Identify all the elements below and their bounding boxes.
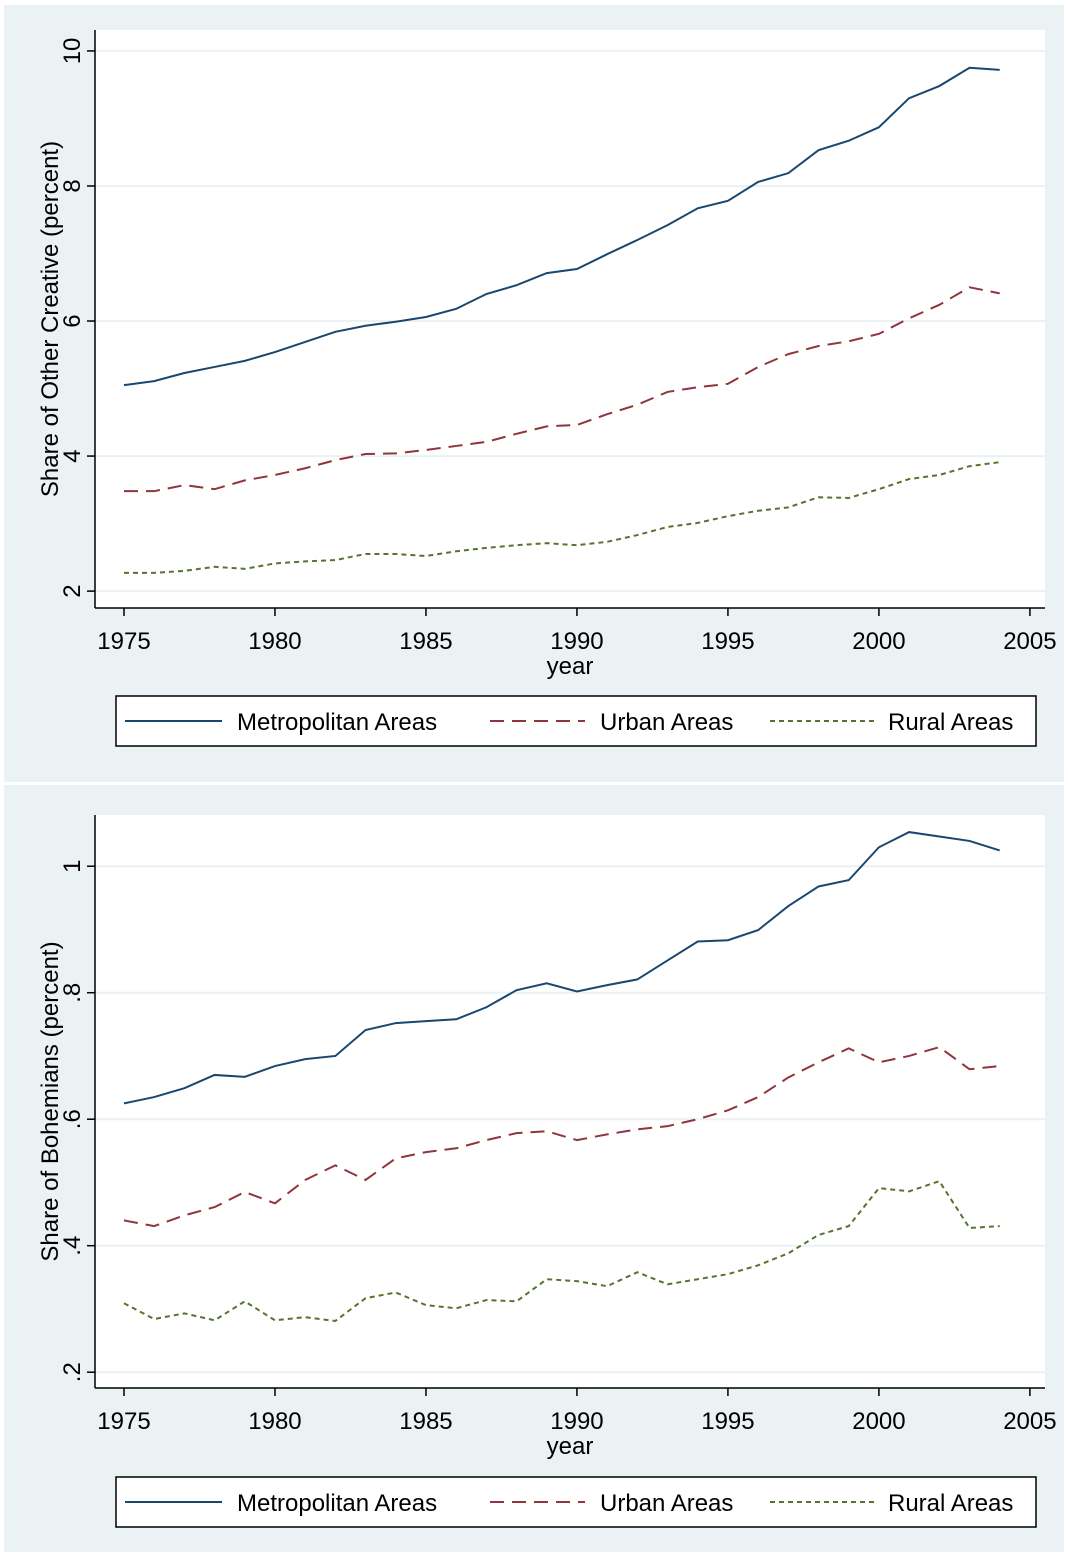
legend-box <box>115 695 1037 747</box>
x-axis-label: year <box>547 1433 594 1460</box>
x-tick-label: 1980 <box>248 628 301 655</box>
y-tick-label: 1 <box>59 860 86 873</box>
x-tick-label: 2005 <box>1003 628 1056 655</box>
x-tick-label: 1975 <box>97 628 150 655</box>
legend-label: Urban Areas <box>600 709 733 736</box>
series-line <box>123 66 1000 387</box>
y-axis-label: Share of Bohemians (percent) <box>37 941 64 1261</box>
y-tick-label: .8 <box>59 983 86 1003</box>
x-tick-label: 2000 <box>852 628 905 655</box>
x-tick-label: 1995 <box>701 628 754 655</box>
plot-area <box>95 815 1045 1388</box>
legend-label: Urban Areas <box>600 1490 733 1517</box>
x-tick-label: 1990 <box>550 1408 603 1435</box>
y-tick-label: 8 <box>59 179 86 192</box>
x-tick-label: 1980 <box>248 1408 301 1435</box>
x-axis-label: year <box>547 653 594 680</box>
series-line <box>123 1046 1000 1228</box>
series-line <box>123 286 1000 493</box>
legend-label: Metropolitan Areas <box>237 1490 437 1517</box>
y-tick-label: .6 <box>59 1109 86 1129</box>
legend-label: Rural Areas <box>888 709 1013 736</box>
y-tick-label: .4 <box>59 1236 86 1256</box>
legend-label: Rural Areas <box>888 1490 1013 1517</box>
series-line <box>123 461 1000 574</box>
x-tick-label: 2005 <box>1003 1408 1056 1435</box>
y-tick-label: 2 <box>59 584 86 597</box>
x-tick-label: 1985 <box>399 628 452 655</box>
legend-box <box>115 1476 1037 1528</box>
series-line <box>123 1179 1000 1323</box>
x-tick-label: 1985 <box>399 1408 452 1435</box>
x-tick-label: 1975 <box>97 1408 150 1435</box>
y-tick-label: 6 <box>59 314 86 327</box>
y-tick-label: 10 <box>59 38 86 65</box>
y-axis-label: Share of Other Creative (percent) <box>37 141 64 497</box>
y-tick-label: .2 <box>59 1362 86 1382</box>
x-tick-label: 2000 <box>852 1408 905 1435</box>
legend-label: Metropolitan Areas <box>237 709 437 736</box>
x-tick-label: 1995 <box>701 1408 754 1435</box>
x-tick-label: 1990 <box>550 628 603 655</box>
y-tick-label: 4 <box>59 449 86 462</box>
plot-area <box>95 30 1045 608</box>
series-line <box>123 831 1000 1105</box>
